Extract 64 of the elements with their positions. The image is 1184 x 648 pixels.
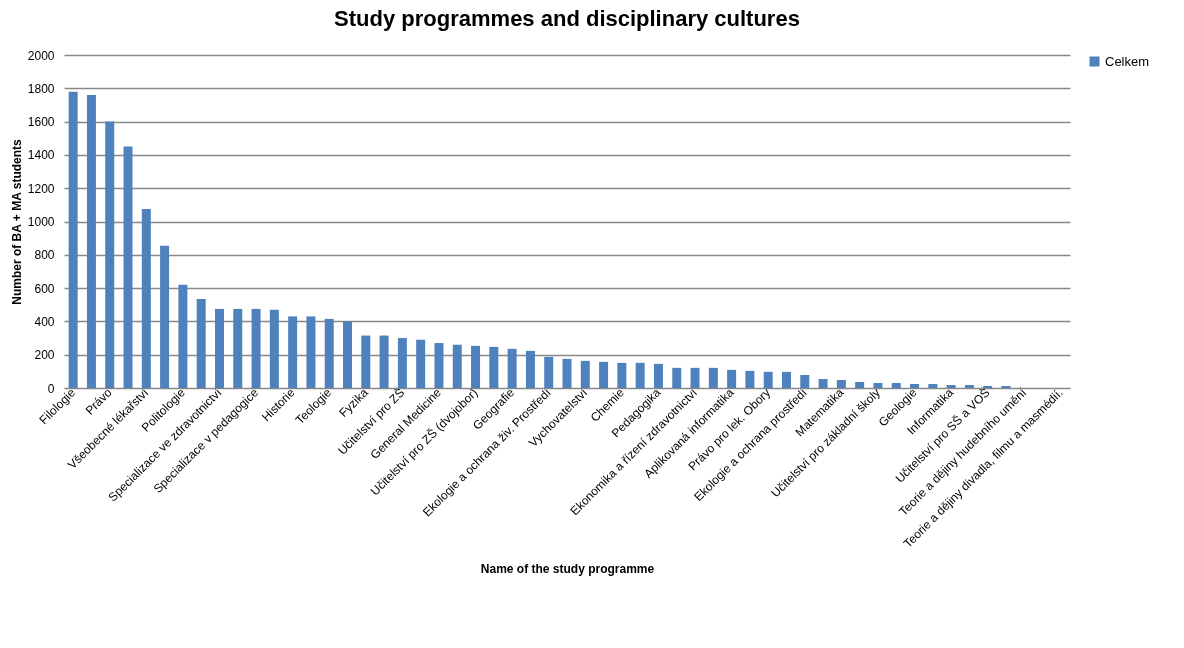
bar — [123, 146, 133, 388]
bar — [68, 91, 78, 388]
bar — [452, 344, 462, 388]
x-axis-title: Name of the study programme — [480, 561, 655, 576]
bar — [818, 379, 828, 388]
bar — [763, 371, 773, 388]
bar — [964, 385, 974, 388]
bar — [86, 94, 96, 388]
bar — [214, 308, 224, 388]
bar — [141, 209, 151, 388]
legend-label: Celkem — [1105, 53, 1150, 69]
bar — [745, 370, 755, 388]
bar — [690, 367, 700, 388]
bar — [489, 346, 499, 388]
bar — [873, 383, 883, 388]
bar — [471, 345, 481, 388]
bar — [397, 338, 407, 388]
y-axis-title: Number of BA + MA students — [9, 138, 24, 305]
y-tick-label: 1800 — [27, 81, 55, 96]
y-tick-label: 200 — [34, 348, 55, 363]
y-tick-label: 600 — [34, 281, 55, 296]
bar — [946, 385, 956, 388]
bar — [196, 298, 206, 388]
bar — [672, 367, 682, 388]
y-tick-label: 800 — [34, 248, 55, 263]
bar — [507, 348, 517, 388]
y-tick-label: 1600 — [27, 115, 55, 130]
bar — [324, 318, 334, 388]
bar — [800, 375, 810, 388]
bar — [379, 335, 389, 388]
bar — [361, 335, 371, 388]
bar — [544, 356, 554, 388]
bar — [653, 363, 663, 388]
bar — [910, 384, 920, 388]
bar — [269, 309, 279, 388]
bar — [562, 358, 572, 388]
bar — [525, 350, 535, 388]
bar — [635, 362, 645, 388]
bar — [855, 382, 865, 388]
bar — [343, 321, 353, 388]
bar — [580, 360, 590, 388]
bar — [891, 383, 901, 388]
bar — [617, 362, 627, 388]
bar — [727, 369, 737, 388]
y-tick-label: 2000 — [27, 48, 55, 63]
bar — [306, 316, 316, 388]
bar — [434, 343, 444, 388]
y-tick-label: 1200 — [27, 181, 55, 196]
bar — [251, 308, 261, 388]
bar — [105, 121, 115, 388]
bar — [288, 316, 298, 388]
bar — [599, 361, 609, 388]
y-tick-label: 400 — [34, 314, 55, 329]
bar — [836, 380, 846, 388]
bar — [178, 284, 188, 388]
y-tick-label: 1000 — [27, 215, 55, 229]
bar — [708, 367, 718, 388]
bar — [928, 384, 938, 388]
chart-title: Study programmes and disciplinary cultures — [334, 6, 800, 31]
bar — [416, 339, 426, 388]
bar — [160, 245, 170, 388]
bar — [233, 308, 243, 388]
y-tick-label: 1400 — [27, 148, 55, 163]
bar — [781, 371, 791, 388]
